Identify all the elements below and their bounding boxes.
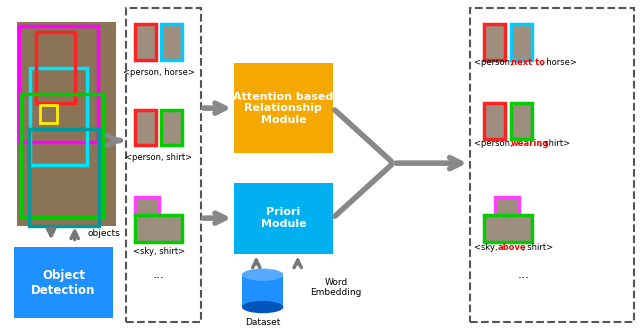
Text: <person,: <person, <box>474 58 515 67</box>
Text: , shirt>: , shirt> <box>522 243 553 252</box>
Text: <person, shirt>: <person, shirt> <box>125 153 193 163</box>
Bar <box>484 215 532 242</box>
Bar <box>495 197 520 215</box>
Bar <box>470 8 634 322</box>
Bar <box>511 103 532 139</box>
Bar <box>36 32 75 103</box>
Bar <box>484 103 506 139</box>
Text: above: above <box>497 243 526 252</box>
Bar <box>484 24 506 60</box>
Text: Dataset: Dataset <box>245 318 280 327</box>
Text: , shirt>: , shirt> <box>540 139 570 148</box>
Bar <box>511 24 532 60</box>
Text: Object
Detection: Object Detection <box>31 269 96 297</box>
Bar <box>511 103 532 139</box>
Bar <box>20 93 103 216</box>
Bar <box>29 129 99 226</box>
Text: next to: next to <box>511 58 545 67</box>
Bar <box>511 24 532 60</box>
Text: wearing: wearing <box>511 139 550 148</box>
Text: <person,: <person, <box>474 139 515 148</box>
Text: Attention based
Relationship
Module: Attention based Relationship Module <box>233 91 333 125</box>
Bar <box>484 24 506 60</box>
Bar <box>234 183 333 254</box>
Bar <box>134 215 182 242</box>
Bar <box>135 110 156 145</box>
Bar <box>135 24 156 60</box>
Text: <sky, shirt>: <sky, shirt> <box>132 247 185 256</box>
Text: Priori
Module: Priori Module <box>260 207 306 229</box>
Text: , horse>: , horse> <box>541 58 577 67</box>
Bar <box>161 24 182 60</box>
Bar <box>484 215 532 242</box>
Bar <box>135 24 156 60</box>
Bar <box>495 197 520 215</box>
Bar <box>19 26 99 142</box>
Bar <box>234 63 333 153</box>
Bar <box>134 215 182 242</box>
Bar <box>134 197 159 215</box>
Bar <box>161 110 182 145</box>
Bar <box>161 24 182 60</box>
Bar <box>484 103 506 139</box>
Text: objects: objects <box>88 229 120 238</box>
Bar <box>14 247 113 318</box>
Bar <box>134 197 159 215</box>
Ellipse shape <box>242 301 284 313</box>
Bar <box>135 110 156 145</box>
Text: Word
Embedding: Word Embedding <box>310 278 362 297</box>
Ellipse shape <box>242 268 284 281</box>
Text: <sky,: <sky, <box>474 243 500 252</box>
Text: ...: ... <box>518 268 530 281</box>
Bar <box>17 22 116 226</box>
Text: ...: ... <box>153 268 164 281</box>
Bar <box>125 8 201 322</box>
Bar <box>40 105 58 123</box>
Bar <box>242 275 284 307</box>
Bar <box>161 110 182 145</box>
Text: <person, horse>: <person, horse> <box>123 68 195 77</box>
Bar <box>30 68 88 165</box>
